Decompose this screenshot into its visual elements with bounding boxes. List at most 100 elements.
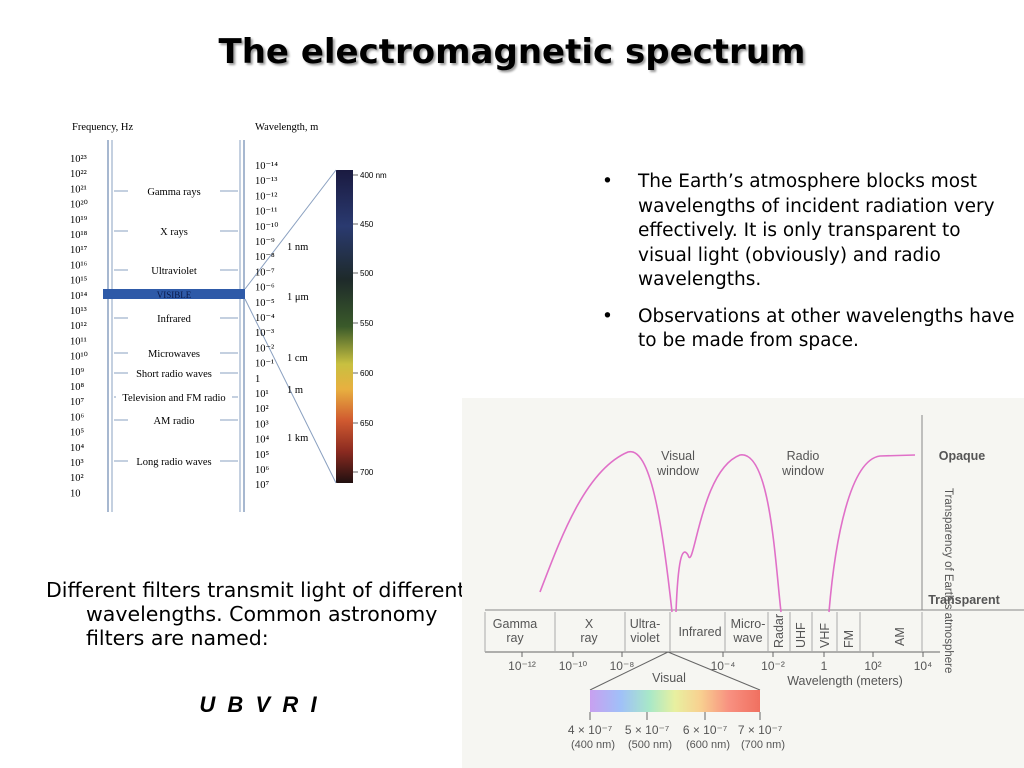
- frequency-tick-label: 10²: [70, 473, 84, 484]
- wavelength-tick-label: 10⁻³: [255, 328, 274, 339]
- visual-nm-label: (700 nm): [741, 739, 785, 751]
- band-label: VISIBLE: [157, 290, 192, 300]
- band-label: Gamma ray: [493, 617, 538, 645]
- wavelength-unit: 1 m: [287, 385, 303, 396]
- window-label: Visual window: [656, 449, 700, 478]
- visible-color-bar: [336, 170, 353, 483]
- visible-scale-label: 700: [360, 468, 374, 477]
- frequency-tick-label: 10²²: [70, 169, 87, 180]
- bullet: The Earth’s atmosphere blocks most wavel…: [600, 170, 1015, 293]
- connector: [244, 169, 337, 290]
- frequency-tick-label: 10³: [70, 458, 84, 469]
- visible-scale-label: 450: [360, 220, 374, 229]
- label-background: [128, 263, 220, 277]
- visual-tick-label: 7 × 10⁻⁷: [738, 723, 782, 737]
- wavelength-tick-label: 10⁻¹⁰: [255, 221, 279, 233]
- frequency-tick-label: 10¹⁴: [70, 291, 88, 302]
- wavelength-tick-label: 10⁻⁹: [255, 237, 275, 248]
- frequency-tick-label: 10¹⁰: [70, 351, 89, 363]
- frequency-tick-label: 10²¹: [70, 184, 87, 195]
- wavelength-tick-label: 1: [821, 659, 828, 673]
- wavelength-tick-label: 10⁻¹: [255, 359, 274, 370]
- filters-text: Different filters transmit light of diff…: [46, 578, 466, 650]
- frequency-tick-label: 10⁴: [70, 443, 85, 454]
- wavelength-unit: 1 nm: [287, 242, 308, 253]
- wavelength-tick-label: 10¹: [255, 389, 269, 400]
- wavelength-tick-label: 10⁻¹²: [508, 659, 536, 673]
- frequency-tick-label: 10¹⁸: [70, 230, 88, 241]
- slide-title: The electromagnetic spectrum: [218, 32, 806, 72]
- wavelength-tick-label: 10⁻⁸: [255, 252, 275, 263]
- label-background: [128, 184, 220, 198]
- diagram-background: [462, 398, 1024, 768]
- band-label: Microwaves: [148, 349, 200, 360]
- visual-label: Visual: [652, 671, 686, 685]
- wavelength-tick-label: 10⁻¹⁰: [559, 659, 588, 673]
- wavelength-tick-label: 10⁻²: [761, 659, 785, 673]
- wavelength-tick-label: 10⁻⁸: [610, 659, 635, 673]
- visual-nm-label: (500 nm): [628, 739, 672, 751]
- visual-tick-label: 4 × 10⁻⁷: [568, 723, 612, 737]
- frequency-tick-label: 10¹⁵: [70, 276, 88, 287]
- wavelength-tick-label: 10⁻⁴: [711, 659, 736, 673]
- wavelength-tick-label: 10⁴: [914, 659, 933, 673]
- wavelength-tick-label: 10⁻⁶: [255, 283, 275, 294]
- visual-nm-label: (600 nm): [686, 739, 730, 751]
- band-label: Long radio waves: [136, 457, 211, 468]
- wavelength-unit: 1 μm: [287, 292, 309, 303]
- wavelength-tick-label: 10⁻⁴: [255, 313, 275, 324]
- wavelength-tick-label: 1: [255, 374, 260, 385]
- axis-title: Transparency of Earth’s atmosphere: [942, 488, 954, 673]
- label-background: [128, 346, 220, 360]
- wavelength-tick-label: 10⁻¹¹: [255, 207, 277, 218]
- visual-nm-label: (400 nm): [571, 739, 615, 751]
- label-background: [116, 390, 232, 404]
- axis-title: Frequency, Hz: [72, 122, 133, 133]
- wavelength-unit: 1 km: [287, 433, 308, 444]
- label-background: [128, 224, 220, 238]
- connector: [589, 651, 669, 691]
- visible-scale-label: 650: [360, 419, 374, 428]
- frequency-tick-label: 10¹⁹: [70, 215, 88, 226]
- bullet-list: The Earth’s atmosphere blocks most wavel…: [600, 170, 1015, 366]
- visible-band: [103, 289, 245, 299]
- wavelength-tick-label: 10⁻¹³: [255, 176, 277, 187]
- band-label: AM radio: [153, 416, 194, 427]
- band-label: UHF: [794, 622, 808, 648]
- band-label: Infrared: [678, 625, 721, 639]
- wavelength-tick-label: 10⁵: [255, 450, 270, 461]
- frequency-tick-label: 10¹²: [70, 321, 87, 332]
- frequency-tick-label: 10¹³: [70, 306, 87, 317]
- wavelength-tick-label: 10⁻⁵: [255, 298, 275, 309]
- frequency-tick-label: 10⁵: [70, 428, 85, 439]
- wavelength-tick-label: 10²: [864, 659, 881, 673]
- wavelength-tick-label: 10⁻²: [255, 343, 274, 354]
- spectrum-diagram: Frequency, Hz Wavelength, m 10²³ 10²² 10²¹…: [70, 122, 387, 512]
- wavelength-tick-label: 10⁶: [255, 465, 270, 476]
- label-background: [128, 413, 220, 427]
- frequency-tick-label: 10²³: [70, 154, 87, 165]
- window-label: Radio window: [781, 449, 825, 478]
- wavelength-tick-label: 10⁻¹⁴: [255, 161, 278, 172]
- band-label: Short radio waves: [136, 369, 212, 380]
- band-label: Micro-wave: [731, 617, 766, 645]
- frequency-tick-label: 10¹⁶: [70, 260, 88, 271]
- band-label: Television and FM radio: [122, 393, 225, 404]
- label-background: [128, 366, 220, 380]
- wavelength-tick-label: 10⁷: [255, 480, 270, 491]
- filter-names: U B V R I: [199, 692, 317, 717]
- band-label: X rays: [160, 227, 188, 238]
- connector: [667, 651, 761, 691]
- axis-title: Wavelength, m: [255, 122, 318, 133]
- visual-tick-label: 6 × 10⁻⁷: [683, 723, 727, 737]
- wavelength-tick-label: 10³: [255, 419, 269, 430]
- connector: [244, 298, 337, 484]
- frequency-tick-label: 10⁷: [70, 397, 85, 408]
- transparency-curve: [539, 451, 916, 613]
- wavelength-tick-label: 10²: [255, 404, 269, 415]
- transparent-label: Transparent: [928, 593, 1000, 607]
- label-background: [128, 454, 220, 468]
- wavelength-unit: 1 cm: [287, 353, 308, 364]
